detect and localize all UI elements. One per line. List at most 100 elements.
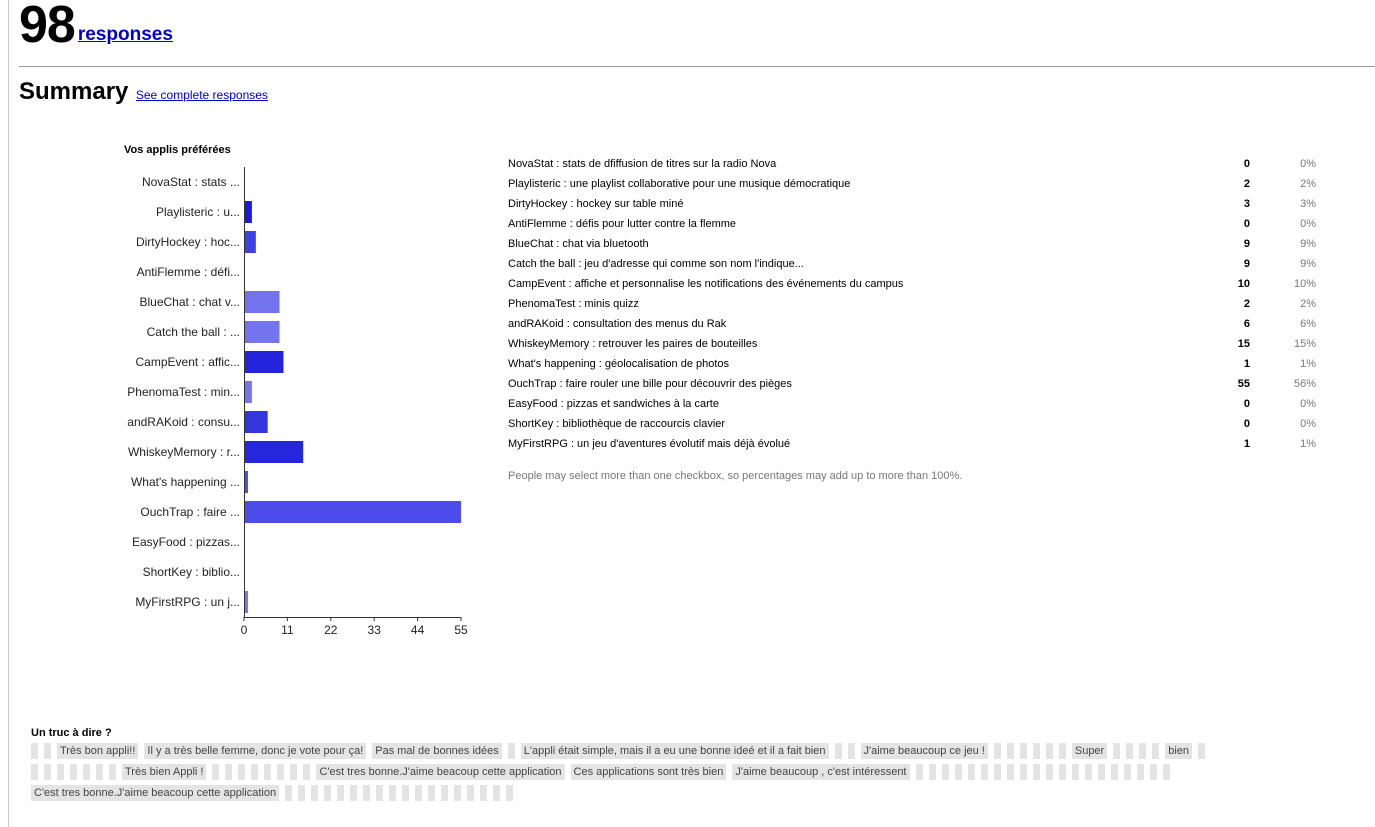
stats-label: NovaStat : stats de dfiffusion de titres… (508, 158, 777, 170)
left-border (8, 0, 9, 827)
stats-percent: 0% (1300, 158, 1316, 170)
stats-percent: 10% (1293, 278, 1316, 290)
text-answer (324, 785, 332, 802)
category-label: DirtyHockey : hoc... (136, 235, 240, 249)
stats-percent: 1% (1300, 438, 1316, 450)
stats-label: DirtyHockey : hockey sur table miné (508, 198, 684, 210)
stats-row: Playlisteric : une playlist collaborativ… (508, 174, 1316, 194)
stats-count: 2 (1243, 178, 1250, 190)
stats-count: 2 (1243, 298, 1250, 310)
text-answer (1019, 764, 1027, 781)
category-label: EasyFood : pizzas... (132, 535, 240, 549)
text-answer: C'est tres bonne.J'aime beacoup cette ap… (31, 785, 280, 802)
stats-label: ShortKey : bibliothèque de raccourcis cl… (508, 418, 726, 430)
stats-label: What's happening : géolocalisation de ph… (508, 358, 730, 370)
bar (244, 381, 252, 403)
stats-percent: 1% (1300, 358, 1316, 370)
text-answer (337, 785, 345, 802)
stats-label: EasyFood : pizzas et sandwiches à la car… (508, 398, 719, 410)
text-answer (993, 764, 1001, 781)
text-answer (277, 764, 285, 781)
bar (244, 411, 268, 433)
text-answer (1123, 764, 1131, 781)
x-tick-label: 44 (411, 623, 425, 637)
response-header: 98 responses (19, 0, 173, 60)
stats-count: 3 (1243, 198, 1250, 210)
stats-label: BlueChat : chat via bluetooth (508, 238, 649, 250)
text-answer (467, 785, 475, 802)
text-answer (285, 785, 293, 802)
text-answer (225, 764, 233, 781)
text-answers: Très bon appli!! Il y a très belle femme,… (31, 741, 1221, 804)
x-tick-label: 33 (368, 623, 382, 637)
category-label: What's happening ... (131, 475, 240, 489)
stats-row: DirtyHockey : hockey sur table miné 3 3% (508, 194, 1316, 214)
bar (244, 591, 248, 613)
text-answer (980, 764, 988, 781)
text-answer (363, 785, 371, 802)
stats-percent: 3% (1300, 198, 1316, 210)
text-answer (83, 764, 90, 781)
text-answer (1162, 764, 1170, 781)
text-answer: bien (1165, 743, 1193, 760)
responses-link[interactable]: responses (77, 24, 173, 45)
x-tick-label: 11 (281, 623, 294, 637)
stats-percent: 15% (1293, 338, 1316, 350)
stats-label: OuchTrap : faire rouler une bille pour d… (508, 378, 792, 390)
text-answer (1058, 743, 1066, 760)
category-label: CampEvent : affic... (136, 355, 241, 369)
summary-title: Summary (19, 78, 129, 105)
text-answer (44, 764, 51, 781)
text-answer (290, 764, 298, 781)
bar (244, 501, 461, 523)
text-answer: Il y a très belle femme, donc je vote po… (144, 743, 367, 760)
stats-label: andRAKoid : consultation des menus du Ra… (508, 318, 727, 330)
stats-count: 0 (1243, 418, 1250, 430)
stats-percent: 56% (1293, 378, 1316, 390)
stats-table: NovaStat : stats de dfiffusion de titres… (508, 154, 1316, 454)
text-answer (1126, 743, 1134, 760)
x-tick-label: 55 (454, 623, 468, 637)
text-answer (1084, 764, 1092, 781)
stats-percent: 6% (1300, 318, 1316, 330)
text-answer (350, 785, 358, 802)
category-label: ShortKey : biblio... (143, 565, 240, 579)
text-answer: Très bien Appli ! (122, 764, 207, 781)
bar (244, 201, 252, 223)
text-answer: Très bon appli!! (57, 743, 139, 760)
stats-row: andRAKoid : consultation des menus du Ra… (508, 314, 1316, 334)
text-answer (1006, 743, 1014, 760)
stats-count: 10 (1237, 278, 1250, 290)
question2-title: Un truc à dire ? (31, 727, 112, 739)
stats-label: Catch the ball : jeu d'adresse qui comme… (508, 258, 804, 270)
bar (244, 471, 248, 493)
stats-count: 15 (1237, 338, 1250, 350)
bar (244, 351, 284, 373)
text-answer (389, 785, 397, 802)
category-label: WhiskeyMemory : r... (128, 445, 240, 459)
stats-percent: 0% (1300, 218, 1316, 230)
stats-row: WhiskeyMemory : retrouver les paires de … (508, 334, 1316, 354)
stats-label: MyFirstRPG : un jeu d'aventures évolutif… (508, 438, 791, 450)
stats-row: EasyFood : pizzas et sandwiches à la car… (508, 394, 1316, 414)
category-label: PhenomaTest : min... (127, 385, 240, 399)
text-answer (1149, 764, 1157, 781)
stats-row: PhenomaTest : minis quizz 2 2% (508, 294, 1316, 314)
stats-count: 0 (1243, 218, 1250, 230)
stats-count: 0 (1243, 158, 1250, 170)
text-answer (96, 764, 103, 781)
stats-percent: 2% (1300, 298, 1316, 310)
text-answer (454, 785, 462, 802)
stats-percent: 0% (1300, 418, 1316, 430)
text-answer (441, 785, 449, 802)
text-answer (847, 743, 855, 760)
stats-count: 0 (1243, 398, 1250, 410)
stats-row: What's happening : géolocalisation de ph… (508, 354, 1316, 374)
text-answer (1032, 764, 1040, 781)
text-answer (1152, 743, 1160, 760)
text-answer (264, 764, 272, 781)
response-count: 98 (19, 0, 76, 54)
see-complete-responses-link[interactable]: See complete responses (135, 88, 268, 102)
stats-count: 1 (1243, 438, 1250, 450)
question-title: Vos applis préférées (124, 144, 231, 156)
